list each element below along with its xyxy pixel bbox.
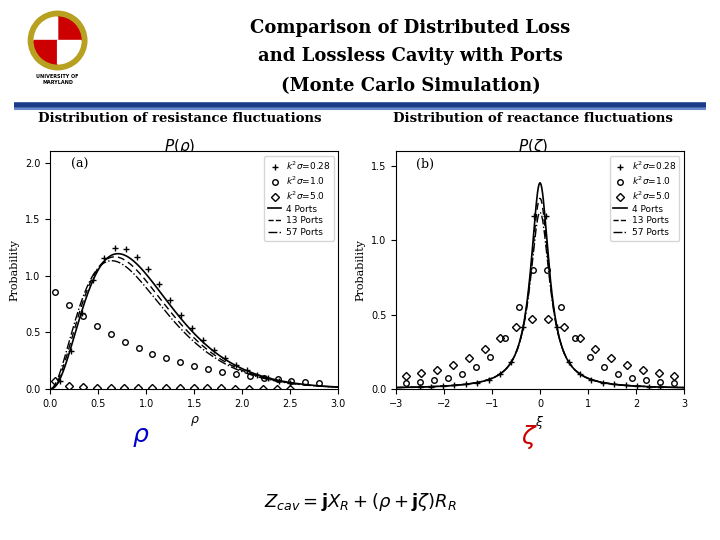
Wedge shape (35, 17, 58, 40)
Text: $P(\zeta)$: $P(\zeta)$ (518, 137, 548, 157)
Text: (Monte Carlo Simulation): (Monte Carlo Simulation) (281, 77, 540, 95)
Text: $P(\rho)$: $P(\rho)$ (164, 137, 196, 157)
Text: and Lossless Cavity with Ports: and Lossless Cavity with Ports (258, 46, 563, 65)
Legend: $k^2\sigma$=0.28, $k^2\sigma$=1.0, $k^2\sigma$=5.0, 4 Ports, 13 Ports, 57 Ports: $k^2\sigma$=0.28, $k^2\sigma$=1.0, $k^2\… (264, 156, 334, 241)
Text: (a): (a) (71, 158, 88, 171)
Text: $\zeta$: $\zeta$ (521, 423, 538, 451)
Circle shape (28, 11, 87, 70)
X-axis label: $\rho$: $\rho$ (189, 414, 199, 428)
Y-axis label: Probability: Probability (356, 239, 365, 301)
Text: $\rho$: $\rho$ (132, 426, 149, 449)
Wedge shape (35, 40, 58, 64)
Legend: $k^2\sigma$=0.28, $k^2\sigma$=1.0, $k^2\sigma$=5.0, 4 Ports, 13 Ports, 57 Ports: $k^2\sigma$=0.28, $k^2\sigma$=1.0, $k^2\… (610, 156, 680, 241)
Text: Comparison of Distributed Loss: Comparison of Distributed Loss (251, 19, 570, 37)
Wedge shape (58, 40, 81, 64)
Y-axis label: Probability: Probability (10, 239, 19, 301)
Text: UNIVERSITY OF
MARYLAND: UNIVERSITY OF MARYLAND (36, 74, 79, 85)
Text: Distribution of reactance fluctuations: Distribution of reactance fluctuations (393, 112, 672, 125)
Text: Distribution of resistance fluctuations: Distribution of resistance fluctuations (38, 112, 322, 125)
Wedge shape (58, 17, 81, 40)
X-axis label: $\xi$: $\xi$ (536, 414, 544, 431)
Text: $Z_{cav}=\mathbf{j}X_R+(\rho+\mathbf{j}\zeta)R_R$: $Z_{cav}=\mathbf{j}X_R+(\rho+\mathbf{j}\… (264, 491, 456, 513)
Text: (b): (b) (416, 158, 434, 171)
